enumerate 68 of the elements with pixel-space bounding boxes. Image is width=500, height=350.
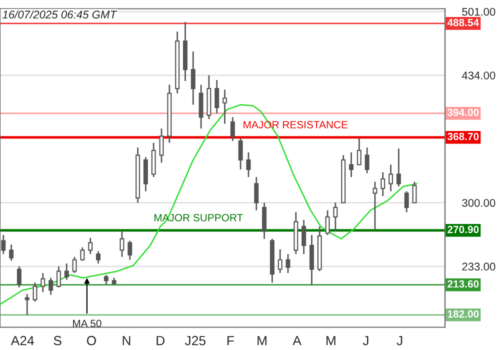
ref-line-label: 182.00: [448, 310, 479, 318]
candlestick: [396, 148, 401, 188]
candlestick: [278, 248, 282, 274]
ref-line-label: 394.00: [447, 108, 479, 116]
line-series: [0, 104, 418, 306]
x-tick-label: J: [396, 336, 402, 346]
candlestick: [388, 164, 394, 192]
candlestick: [198, 84, 204, 130]
y-tick-label: 501.00: [462, 8, 496, 16]
x-tick-label: A: [292, 336, 302, 346]
candlestick: [404, 190, 409, 213]
candlestick: [32, 282, 38, 302]
candlestick: [16, 266, 22, 288]
ref-line-label: 488.54: [447, 18, 480, 26]
candlestick: [238, 137, 243, 170]
candlestick: [349, 152, 354, 178]
candlestick: [190, 50, 196, 106]
x-tick-label: J: [362, 336, 368, 346]
y-tick-label: 434.00: [462, 72, 496, 80]
candlestick: [88, 237, 93, 255]
candlestick: [96, 250, 101, 264]
candlestick: [380, 172, 386, 197]
y-tick-label: 300.00: [462, 198, 496, 207]
candlestick: [159, 128, 164, 164]
candlestick: [143, 156, 148, 192]
candlestick: [151, 142, 156, 178]
x-tick-label: S: [54, 336, 62, 346]
x-tick-label: F: [227, 336, 234, 346]
candlestick: [1, 234, 6, 255]
ref-line-label: 213.60: [448, 280, 479, 288]
x-tick-label: O: [86, 336, 96, 346]
annotation: MA 50: [73, 320, 102, 328]
ref-line-label: 368.70: [447, 132, 479, 140]
candlestick: [325, 210, 330, 236]
candlestick: [412, 181, 417, 204]
candlestick: [372, 181, 378, 231]
candlestick: [262, 202, 267, 240]
candlestick: [333, 202, 338, 232]
candlestick: [246, 152, 251, 178]
x-tick-label: M: [258, 336, 266, 346]
candlestick: [48, 277, 54, 296]
candlestick: [104, 274, 108, 286]
annotation: 16/07/2025 06:45 GMT: [2, 10, 118, 19]
x-tick-label: J25: [184, 336, 206, 346]
candlestick: [302, 219, 306, 255]
candlestick: [56, 266, 61, 288]
candlestick: [214, 79, 220, 114]
candlestick: [80, 246, 85, 262]
candlestick: [128, 240, 132, 260]
ref-line-label: 270.90: [448, 226, 479, 234]
candlestick: [120, 230, 124, 258]
x-tick-label: A24: [10, 336, 34, 346]
candlestick: [9, 244, 14, 262]
candlestick: [286, 253, 290, 274]
candlestick: [230, 116, 235, 142]
candlestick: [364, 146, 370, 174]
y-tick-label: 233.00: [462, 262, 496, 271]
candlestick: [356, 137, 362, 166]
candlestick: [72, 256, 77, 274]
x-tick-label: N: [122, 336, 130, 346]
candlestick: [222, 88, 228, 124]
candlestick: [24, 293, 30, 316]
candlestick: [309, 234, 314, 286]
candlestick: [254, 176, 259, 212]
x-tick-label: D: [156, 336, 165, 346]
candlestick: [40, 272, 46, 293]
candlestick: [64, 262, 69, 280]
x-tick-label: M: [326, 336, 336, 346]
